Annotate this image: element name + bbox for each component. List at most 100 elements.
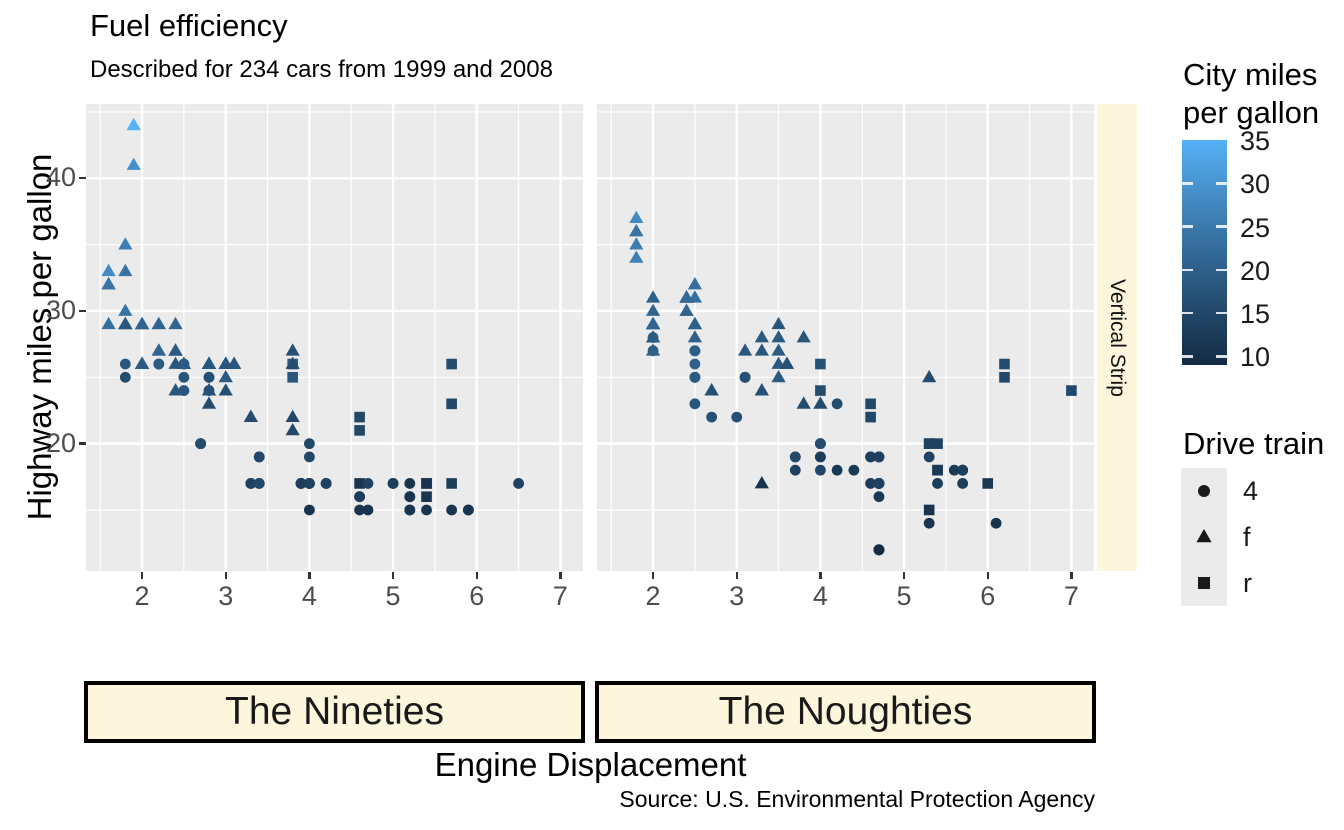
data-point xyxy=(320,478,332,489)
data-point xyxy=(303,438,315,450)
triangle-icon xyxy=(1196,529,1212,543)
colorbar-tick xyxy=(1216,225,1227,228)
x-tick-label: 7 xyxy=(1063,581,1079,611)
data-point xyxy=(387,478,399,489)
square-glyph xyxy=(1198,577,1210,589)
data-point xyxy=(203,371,215,383)
legend-entry-label: r xyxy=(1243,568,1252,598)
x-tick-mark xyxy=(140,571,144,579)
data-point xyxy=(814,438,826,450)
data-point xyxy=(815,385,826,396)
chart-subtitle: Described for 234 cars from 1999 and 200… xyxy=(90,56,553,83)
colorbar-tick-label: 20 xyxy=(1240,255,1271,286)
data-point xyxy=(629,250,644,263)
data-point xyxy=(873,544,885,556)
data-point xyxy=(462,504,474,516)
data-point xyxy=(118,237,133,250)
data-point xyxy=(687,316,702,330)
data-point xyxy=(706,411,718,423)
data-point xyxy=(201,383,217,396)
legend-key-square xyxy=(1181,560,1227,606)
x-tick-mark xyxy=(475,571,478,579)
y-axis-title: Highway miles per gallon xyxy=(21,153,58,521)
colorbar-gradient xyxy=(1182,140,1227,365)
data-point xyxy=(287,372,298,383)
x-tick-mark xyxy=(224,571,227,579)
colorbar-tick xyxy=(1182,311,1193,315)
data-point xyxy=(354,504,366,516)
colorbar-tick xyxy=(1216,355,1227,358)
data-point xyxy=(354,411,365,423)
data-point xyxy=(446,478,457,489)
data-point xyxy=(404,491,416,503)
data-point xyxy=(421,491,432,503)
data-point xyxy=(119,371,131,383)
legend-entry-label: 4 xyxy=(1243,476,1259,506)
data-point xyxy=(151,316,166,330)
data-point xyxy=(796,396,811,409)
data-point xyxy=(285,343,300,356)
data-point xyxy=(645,330,661,343)
data-point xyxy=(990,517,1002,529)
square-icon xyxy=(1198,577,1210,589)
data-point xyxy=(446,358,457,370)
facet-strip-label: The Noughties xyxy=(718,690,973,733)
data-point xyxy=(245,478,257,489)
data-point xyxy=(873,451,885,463)
data-point xyxy=(865,451,877,463)
data-point xyxy=(779,356,795,369)
data-point xyxy=(689,345,701,357)
data-point xyxy=(629,237,644,250)
data-point xyxy=(362,504,374,516)
data-point xyxy=(771,316,786,330)
data-point xyxy=(932,464,943,476)
data-point xyxy=(421,504,432,516)
data-point xyxy=(218,369,233,383)
y-tick-label: 40 xyxy=(45,162,76,193)
data-point xyxy=(865,398,876,410)
colorbar-tick xyxy=(1182,181,1193,185)
data-point xyxy=(421,478,432,489)
data-point xyxy=(362,478,374,489)
data-point xyxy=(771,369,786,383)
data-point xyxy=(253,451,265,463)
data-point xyxy=(168,343,183,356)
data-point xyxy=(178,358,190,370)
data-point xyxy=(813,396,828,409)
data-point xyxy=(731,411,743,423)
data-point xyxy=(118,316,133,330)
data-point xyxy=(771,343,786,356)
data-point xyxy=(101,263,116,277)
colorbar-tick-label: 35 xyxy=(1240,126,1271,156)
data-point xyxy=(645,343,661,356)
data-point xyxy=(957,478,969,489)
x-tick-label: 3 xyxy=(729,581,745,611)
legend-key-circle xyxy=(1181,468,1227,514)
data-point xyxy=(932,438,943,449)
data-point xyxy=(922,369,937,383)
data-point xyxy=(218,383,233,396)
data-point xyxy=(999,372,1010,383)
x-tick-label: 7 xyxy=(552,581,568,611)
x-tick-label: 4 xyxy=(301,581,317,611)
data-point xyxy=(153,358,165,370)
data-point xyxy=(739,371,751,383)
colorbar-tick xyxy=(1182,225,1193,228)
panel-plot-area xyxy=(86,104,583,571)
colorbar-tick xyxy=(1182,268,1193,272)
data-point xyxy=(689,371,701,383)
data-point xyxy=(101,316,116,330)
data-point xyxy=(285,409,300,423)
data-point xyxy=(218,356,233,369)
caption: Source: U.S. Environmental Protection Ag… xyxy=(619,786,1095,812)
data-point xyxy=(689,398,701,410)
data-point xyxy=(796,330,811,343)
data-point xyxy=(679,290,694,303)
data-point xyxy=(923,451,935,463)
data-point xyxy=(848,464,860,476)
data-point xyxy=(865,478,877,489)
data-point xyxy=(815,358,826,370)
panel-the-nineties xyxy=(86,104,583,571)
colorbar-tick xyxy=(1182,355,1193,358)
